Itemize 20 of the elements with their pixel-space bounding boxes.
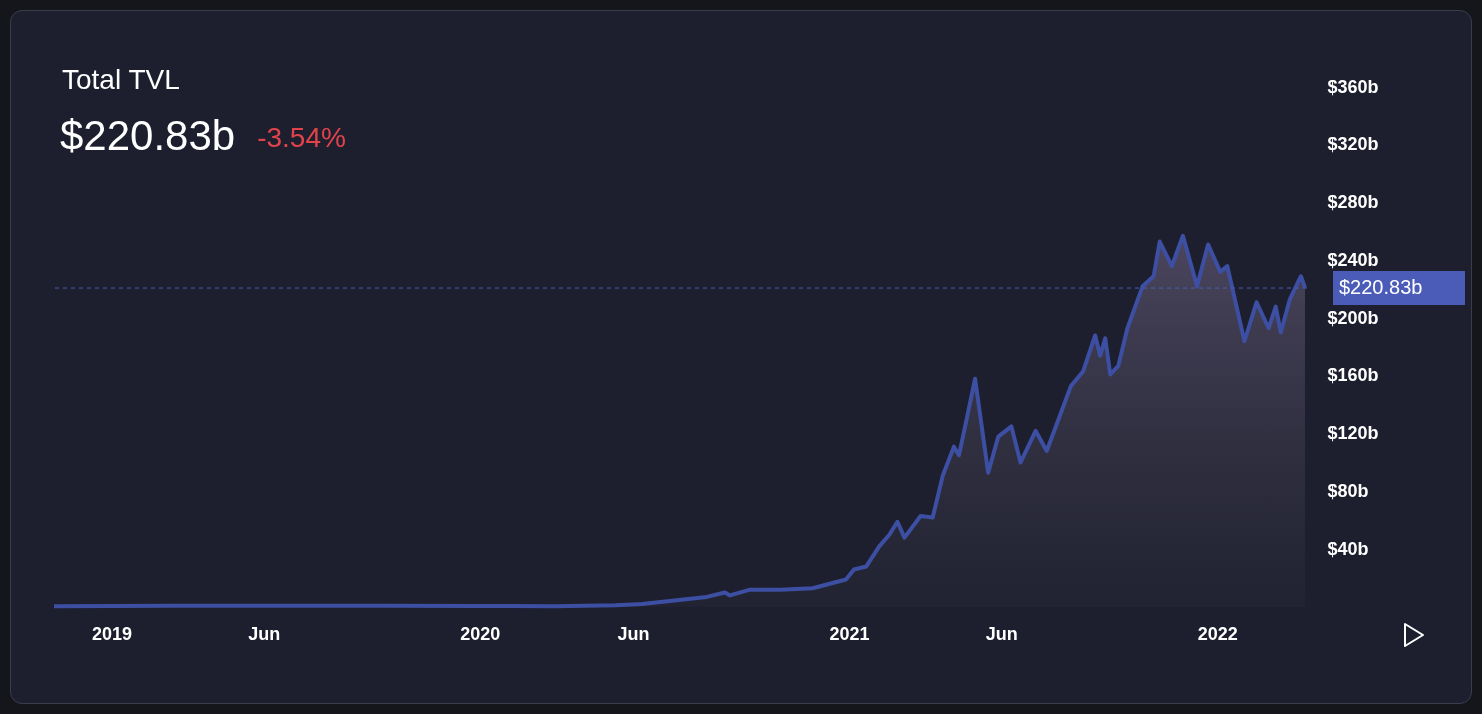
y-tick-label: $80b: [1327, 480, 1369, 501]
y-tick-label: $120b: [1327, 423, 1379, 444]
chart-title: Total TVL: [62, 64, 180, 96]
y-tick-label: $360b: [1327, 76, 1379, 97]
x-tick-label: Jun: [985, 623, 1018, 644]
y-tick-label: $240b: [1327, 249, 1379, 270]
y-tick-label: $320b: [1327, 134, 1379, 155]
annotation: -3.54%: [257, 122, 346, 154]
x-tick-label: Jun: [617, 623, 650, 644]
x-tick-label: Jun: [248, 623, 281, 644]
x-tick-label: 2019: [91, 623, 133, 644]
x-tick-label: 2021: [829, 623, 870, 644]
text: $220.83b: [60, 112, 236, 160]
x-tick-label: 2022: [1197, 623, 1238, 644]
y-tick-label: $200b: [1327, 307, 1379, 328]
y-tick-label: $160b: [1327, 365, 1379, 386]
ref-line-label: $220.83b: [1339, 276, 1423, 299]
y-tick-label: $280b: [1327, 192, 1379, 213]
y-tick-label: $40b: [1327, 538, 1369, 559]
x-tick-label: 2020: [460, 623, 501, 644]
